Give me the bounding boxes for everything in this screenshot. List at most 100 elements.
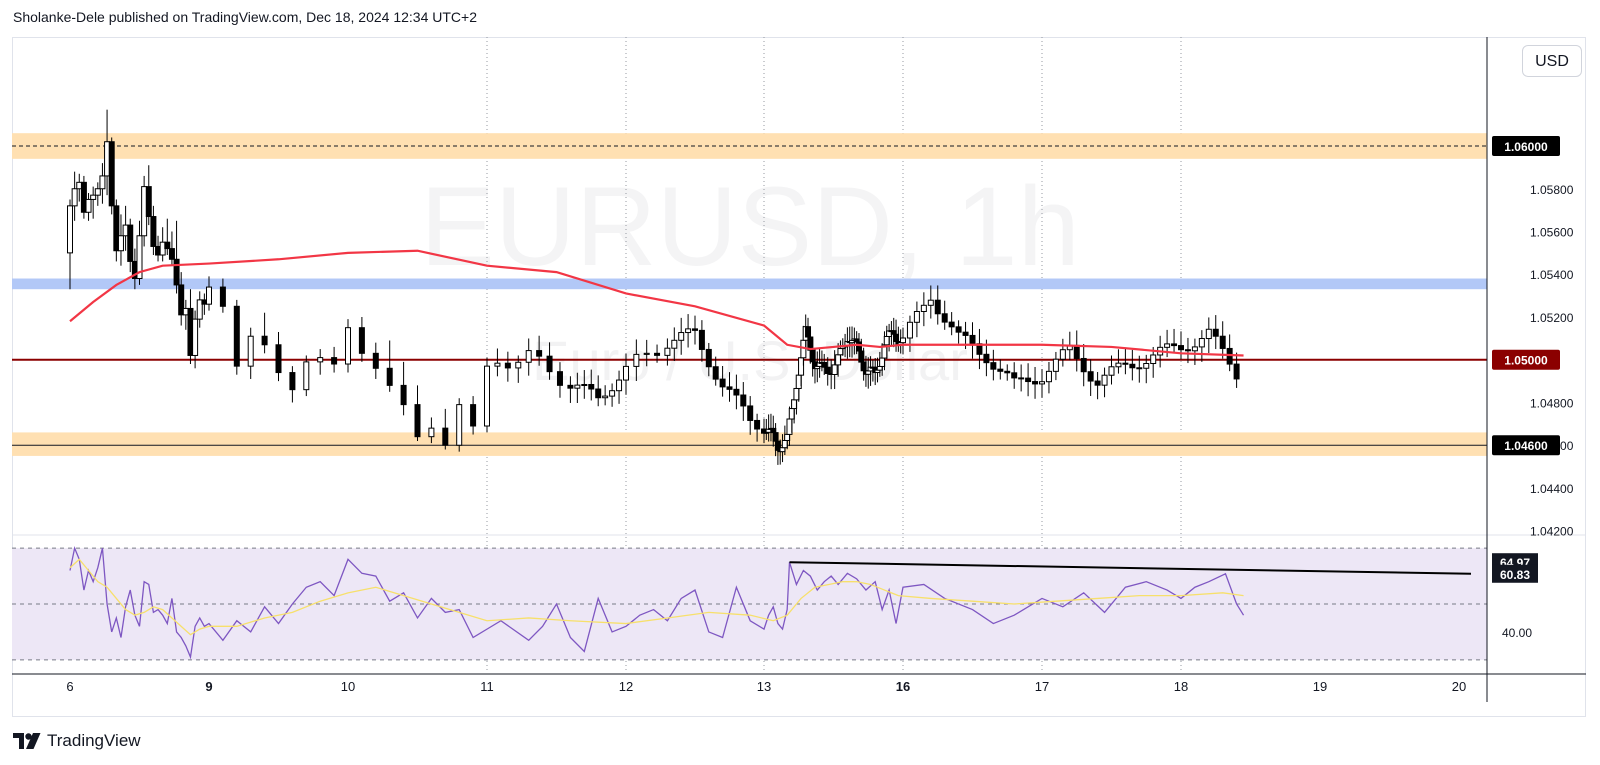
candle-body: [99, 175, 106, 190]
candle-body: [574, 384, 581, 389]
candle-body: [616, 379, 623, 392]
level-price-tag: [1492, 136, 1560, 157]
candle-body: [712, 366, 719, 380]
currency-button[interactable]: USD: [1522, 45, 1582, 77]
candle-body: [303, 361, 310, 391]
candle-body: [955, 326, 962, 333]
level-price-tag: [1492, 435, 1560, 456]
candle-body: [1094, 380, 1101, 386]
candle-body: [504, 362, 511, 369]
candle-body: [1226, 347, 1233, 365]
candle-body: [85, 198, 92, 213]
candle-body: [685, 328, 692, 334]
candle-body: [1073, 344, 1080, 359]
time-tick-label: 20: [1452, 679, 1466, 694]
axes: 1.04200 1.04400 1.04600 1.04800 1.05200 1.054…: [12, 37, 1586, 702]
candle-body: [219, 286, 226, 307]
candle-body: [494, 362, 501, 367]
candle-body: [1101, 374, 1108, 386]
candle-body: [948, 321, 955, 328]
candle-body: [261, 335, 268, 346]
candle-body: [781, 439, 788, 449]
candle-body: [962, 331, 969, 336]
candle-body: [1191, 346, 1198, 352]
candle-body: [1087, 371, 1094, 382]
time-tick-label: 6: [66, 679, 73, 694]
candle-body: [345, 327, 351, 365]
candle-body: [705, 348, 712, 368]
candle-body: [772, 432, 779, 442]
candle-body: [821, 361, 828, 368]
candle-body: [784, 433, 791, 441]
time-tick-label: 16: [896, 679, 910, 694]
candles[interactable]: [67, 109, 1240, 465]
ema-polyline: [69, 249, 1244, 357]
candle-body: [893, 333, 900, 342]
candle-body: [876, 365, 883, 371]
candle-body: [793, 387, 800, 401]
candle-body: [67, 205, 73, 254]
rsi-trendline: [789, 561, 1472, 575]
candle-body: [1004, 370, 1011, 374]
candle-body: [90, 194, 97, 200]
candle-body: [1039, 381, 1045, 385]
candle-body: [178, 284, 185, 316]
footer-brand: TradingView: [47, 731, 141, 750]
chart-frame: [12, 37, 1586, 717]
time-tick-label: 17: [1035, 679, 1049, 694]
candle-body: [117, 235, 124, 252]
candle-body: [671, 339, 678, 349]
candle-body: [824, 366, 831, 374]
ema-line: [69, 249, 1244, 357]
price-tick-label: 1.04200: [1530, 525, 1574, 539]
rsi-line: [69, 545, 1245, 660]
watermark-symbol: EURUSD, 1h: [420, 164, 1080, 289]
candle-body: [192, 318, 199, 356]
time-tick-label: 10: [341, 679, 355, 694]
candle-body: [456, 404, 463, 446]
level-price-label: 1.05000: [1504, 354, 1548, 368]
candle-body: [358, 327, 365, 354]
candle-body: [581, 384, 588, 387]
candle-body: [860, 361, 867, 372]
candle-body: [595, 388, 602, 399]
tradingview-logo-icon: [13, 733, 41, 749]
candle-body: [1233, 363, 1240, 380]
candle-body: [754, 419, 761, 430]
candle-body: [71, 188, 78, 207]
candle-body: [831, 364, 838, 376]
candle-body: [484, 365, 490, 427]
candle-body: [969, 334, 976, 345]
candle-body: [805, 326, 812, 338]
time-tick-label: 19: [1313, 679, 1327, 694]
time-tick-label: 13: [757, 679, 771, 694]
rsi-value-label: 60.83: [1500, 568, 1530, 582]
candle-body: [317, 357, 324, 363]
candle-body: [428, 427, 435, 438]
price-zones: [12, 133, 1487, 456]
footer: TradingView: [13, 730, 141, 752]
candle-body: [1129, 363, 1136, 369]
candle-body: [164, 241, 171, 250]
candle-body: [233, 305, 240, 367]
candle-body: [786, 418, 793, 435]
candle-body: [1032, 381, 1039, 385]
candle-body: [609, 390, 616, 397]
candle-body: [983, 353, 990, 364]
blue-zone: [12, 278, 1487, 290]
rsi-value-tag: [1492, 564, 1538, 583]
support-zone: [12, 432, 1487, 456]
candle-body: [150, 216, 157, 247]
candle-body: [879, 357, 886, 367]
rsi-value-label: 40.00: [1502, 626, 1532, 640]
candle-body: [1136, 367, 1143, 370]
candle-body: [990, 362, 997, 370]
candle-body: [837, 348, 844, 356]
candle-body: [1184, 349, 1191, 352]
candle-body: [1025, 377, 1032, 383]
publisher-header: Sholanke-Dele published on TradingView.c…: [13, 9, 477, 25]
candle-body: [168, 248, 175, 260]
candle-body: [1164, 343, 1171, 348]
